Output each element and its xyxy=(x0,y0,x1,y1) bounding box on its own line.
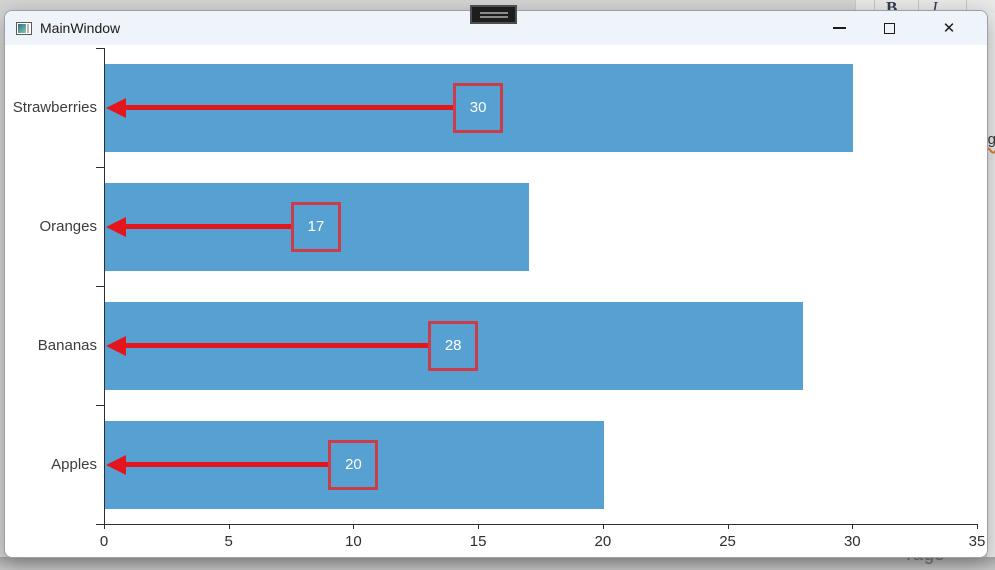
annotation-arrow-shaft xyxy=(124,224,291,229)
x-tick xyxy=(602,524,604,529)
close-icon: ✕ xyxy=(942,19,956,37)
annotation-arrow-head xyxy=(106,454,126,475)
drag-handle-line xyxy=(479,11,508,14)
minimize-icon xyxy=(832,27,846,29)
x-tick xyxy=(977,524,978,529)
x-tick xyxy=(727,524,729,529)
window-title: MainWindow xyxy=(40,20,121,36)
value-annotation-box: 20 xyxy=(328,439,379,490)
maximize-icon xyxy=(883,22,895,34)
app-icon xyxy=(16,21,32,35)
bar-category-label: Oranges xyxy=(39,217,97,235)
annotation-arrow-shaft xyxy=(124,462,329,467)
bold-icon: B xyxy=(886,0,898,13)
y-tick xyxy=(96,167,104,168)
x-tick-label: 35 xyxy=(968,533,986,550)
minimize-button[interactable] xyxy=(819,11,859,45)
value-annotation-box: 28 xyxy=(428,320,479,371)
x-tick-label: 20 xyxy=(594,533,612,550)
x-tick-label: 10 xyxy=(345,533,362,550)
annotation-arrow-head xyxy=(106,216,126,237)
x-tick xyxy=(353,524,355,529)
app-icon-slot xyxy=(27,23,29,33)
value-annotation-box: 30 xyxy=(453,82,504,133)
x-tick-label: 0 xyxy=(99,533,109,550)
x-tick xyxy=(228,524,230,529)
y-tick xyxy=(96,48,104,49)
background-toolbar-fragment: B I xyxy=(855,0,995,13)
x-tick-label: 15 xyxy=(469,533,487,550)
annotation-arrow-head xyxy=(106,97,126,118)
y-tick xyxy=(96,286,104,287)
x-axis xyxy=(104,524,978,525)
x-tick-label: 5 xyxy=(224,533,233,550)
x-tick xyxy=(104,524,105,529)
bar-category-label: Apples xyxy=(51,455,97,473)
bar-chart-plot-area: 0 5 10 15 20 25 30 35 Strawberries 30 Oranges 17 Ban… xyxy=(5,11,987,557)
x-tick xyxy=(852,524,854,529)
x-tick xyxy=(478,524,480,529)
annotation-arrow-shaft xyxy=(124,105,454,110)
value-annotation-box: 17 xyxy=(291,201,341,252)
y-axis xyxy=(104,48,105,524)
y-tick xyxy=(96,524,104,525)
app-icon-fill xyxy=(18,23,26,33)
bar-category-label: Bananas xyxy=(37,336,97,354)
y-tick xyxy=(96,405,104,406)
x-tick-label: 25 xyxy=(719,533,736,550)
toolbar-separator xyxy=(966,0,967,13)
maximize-button[interactable] xyxy=(869,11,909,45)
close-button[interactable]: ✕ xyxy=(929,11,969,45)
drag-handle-line xyxy=(479,15,508,18)
annotation-arrow-shaft xyxy=(124,343,429,348)
background-bottom-strip xyxy=(0,557,995,570)
toolbar-separator xyxy=(874,0,875,13)
annotation-arrow-head xyxy=(106,335,126,356)
x-tick-label: 30 xyxy=(843,533,861,550)
screen-share-drag-handle[interactable] xyxy=(470,5,517,24)
bar-category-label: Strawberries xyxy=(12,98,97,116)
italic-icon: I xyxy=(932,0,938,13)
toolbar-separator xyxy=(918,0,919,13)
main-window: MainWindow ✕ 0 5 10 15 20 25 30 35 Strawberries 3… xyxy=(4,10,988,558)
